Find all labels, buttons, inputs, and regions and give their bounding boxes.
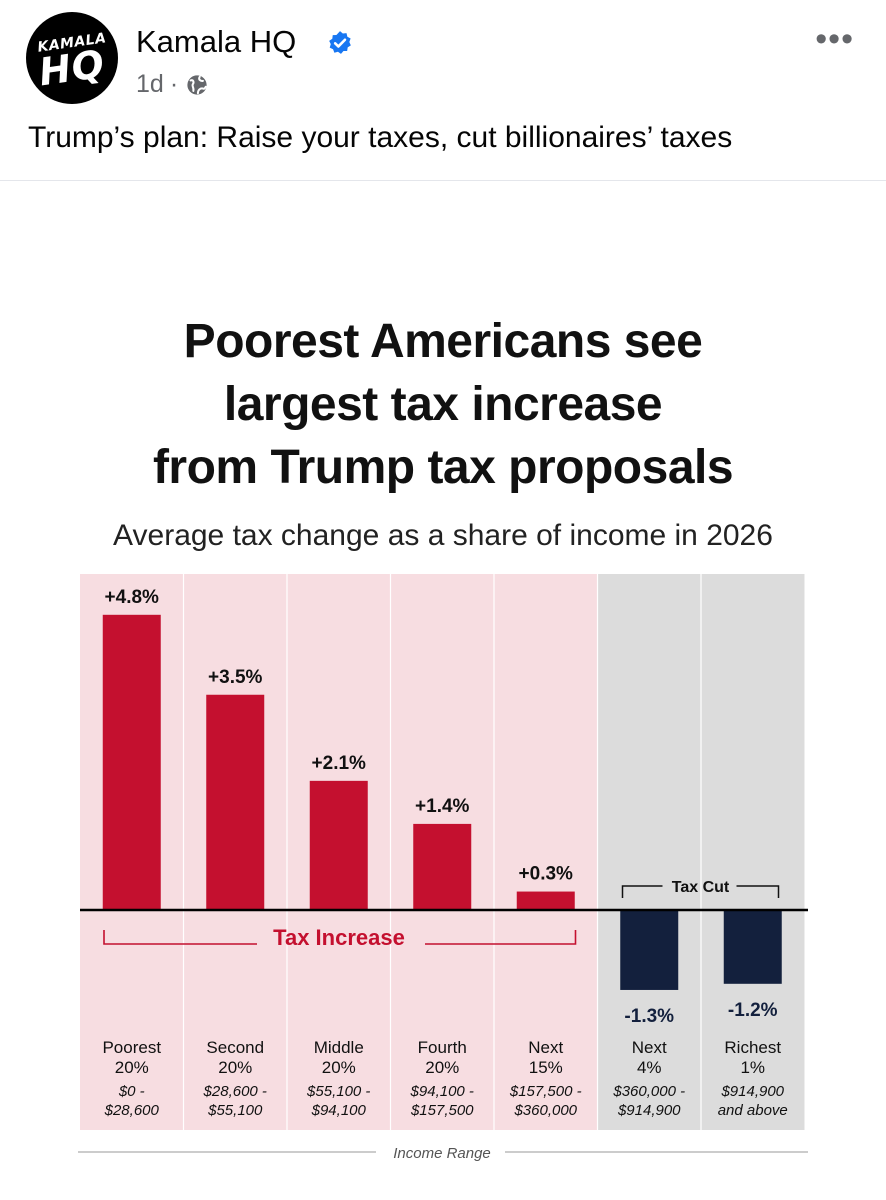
tax-cut-bracket [621,885,663,898]
verified-badge-icon [329,31,351,54]
category-label: 20% [322,1058,356,1077]
income-range-label: $360,000 - [612,1083,685,1100]
avatar[interactable]: KAMALA HQ [26,12,118,104]
column-background [597,574,701,1130]
income-range-label: $0 - [118,1083,145,1100]
graphic-title: Poorest Americans see largest tax increa… [0,310,886,499]
income-range-label: and above [718,1102,788,1119]
income-range-label: $157,500 - [509,1083,582,1100]
bar-value-label: +3.5% [208,667,263,688]
income-range-label: $94,100 - [410,1083,474,1100]
meta-separator: · [169,70,179,98]
post-meta: 1d · [136,70,208,99]
category-label: Richest [724,1038,781,1057]
page-name[interactable]: Kamala HQ [136,24,297,59]
category-label: Second [206,1038,264,1057]
column-background [701,574,805,1130]
graphic-subtitle: Average tax change as a share of income … [113,519,773,552]
column-background [494,574,598,1130]
bar [102,614,161,910]
income-range-label: $55,100 [207,1102,263,1119]
income-range-label: $914,900 [617,1102,681,1119]
category-label: Next [632,1038,667,1057]
category-label: 15% [529,1058,563,1077]
bar-value-label: +1.4% [415,796,470,817]
tax-cut-bracket [736,885,780,898]
graphic-title-line: Poorest Americans see [183,315,703,368]
category-label: Middle [314,1038,364,1057]
income-range-label: $55,100 - [306,1083,370,1100]
income-range-label: $94,100 [311,1102,367,1119]
tax-increase-label: Tax Increase [273,925,405,950]
globe-icon [187,74,207,95]
bar [413,823,472,910]
income-range-label: $28,600 - [203,1083,267,1100]
bar [206,694,265,910]
bar-value-label: -1.2% [728,1000,778,1021]
bar-value-label: +4.8% [105,587,160,608]
bar-value-label: +2.1% [312,753,367,774]
category-label: 20% [425,1058,459,1077]
category-label: 1% [740,1058,765,1077]
tax-cut-label: Tax Cut [672,879,730,896]
category-label: Fourth [418,1038,467,1057]
bar-value-label: +0.3% [519,864,574,885]
category-label: 20% [115,1058,149,1077]
post-text: Trump’s plan: Raise your taxes, cut bill… [28,121,733,154]
tax-increase-bracket [425,930,577,945]
more-options-icon[interactable]: ••• [815,20,854,58]
category-label: Next [528,1038,563,1057]
category-label: 4% [637,1058,662,1077]
post-time[interactable]: 1d [136,70,164,98]
graphic-title-line: from Trump tax proposals [152,441,734,494]
income-range-label: $914,900 [720,1083,784,1100]
income-range-label: $28,600 [104,1102,160,1119]
income-range-label: $157,500 [410,1102,474,1119]
graphic-title-line: largest tax increase [223,378,663,431]
bar [309,780,368,910]
bar [516,891,575,910]
bar-value-label: -1.3% [624,1006,674,1027]
bar [723,910,782,984]
tax-increase-bracket [103,930,257,945]
income-range-label: $360,000 [513,1102,577,1119]
bar [620,910,679,990]
category-label: Poorest [102,1038,161,1057]
x-axis-label: Income Range [393,1145,491,1162]
post-divider [0,180,886,181]
category-label: 20% [218,1058,252,1077]
